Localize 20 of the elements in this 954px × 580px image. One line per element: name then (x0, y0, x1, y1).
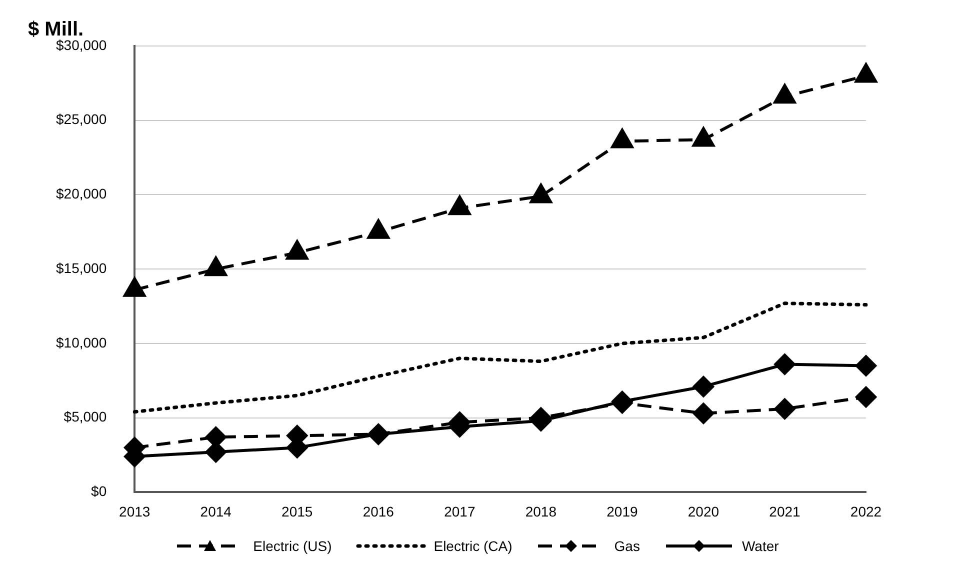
y-tick-label: $5,000 (64, 408, 107, 425)
y-tick-label: $20,000 (56, 186, 107, 202)
legend-label: Gas (614, 538, 640, 554)
x-tick-label: 2021 (769, 503, 801, 520)
legend-label: Electric (CA) (434, 538, 512, 554)
legend-label: Electric (US) (253, 538, 332, 554)
x-tick-label: 2016 (362, 503, 394, 520)
y-tick-label: $10,000 (56, 334, 107, 350)
y-tick-label: $25,000 (56, 111, 107, 128)
x-tick-label: 2015 (282, 503, 313, 520)
x-tick-label: 2013 (119, 503, 150, 520)
x-tick-label: 2019 (606, 503, 638, 520)
x-tick-label: 2022 (850, 503, 882, 520)
x-tick-label: 2018 (525, 503, 557, 520)
y-tick-label: $15,000 (56, 260, 107, 276)
legend-label: Water (742, 538, 779, 554)
x-tick-label: 2020 (688, 503, 720, 520)
x-tick-label: 2017 (444, 503, 476, 520)
x-tick-label: 2014 (200, 503, 232, 520)
y-tick-label: $0 (91, 483, 107, 500)
